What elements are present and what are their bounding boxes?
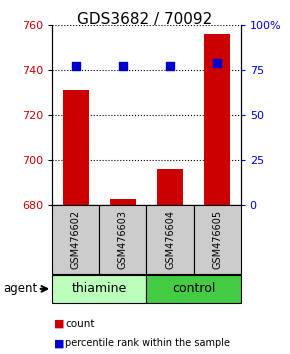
Text: ■: ■ — [54, 338, 64, 348]
Point — [73, 63, 78, 69]
Bar — [157, 169, 183, 205]
Text: ■: ■ — [54, 319, 64, 329]
Text: GSM476605: GSM476605 — [212, 210, 222, 269]
Text: GSM476604: GSM476604 — [165, 210, 175, 269]
Text: GSM476603: GSM476603 — [118, 210, 128, 269]
Point — [121, 63, 125, 69]
Text: control: control — [172, 282, 215, 295]
Point — [168, 63, 172, 69]
Bar — [52, 275, 146, 303]
Bar — [63, 90, 89, 205]
Bar — [146, 275, 241, 303]
Bar — [110, 199, 136, 205]
Bar — [99, 205, 146, 274]
Text: GDS3682 / 70092: GDS3682 / 70092 — [77, 12, 213, 27]
Bar — [52, 205, 99, 274]
Text: GSM476602: GSM476602 — [71, 210, 81, 269]
Text: thiamine: thiamine — [72, 282, 127, 295]
Point — [215, 60, 220, 65]
Bar — [204, 34, 230, 205]
Text: agent: agent — [3, 282, 37, 295]
Bar — [146, 205, 194, 274]
Text: count: count — [65, 319, 95, 329]
Text: percentile rank within the sample: percentile rank within the sample — [65, 338, 230, 348]
Bar — [194, 205, 241, 274]
